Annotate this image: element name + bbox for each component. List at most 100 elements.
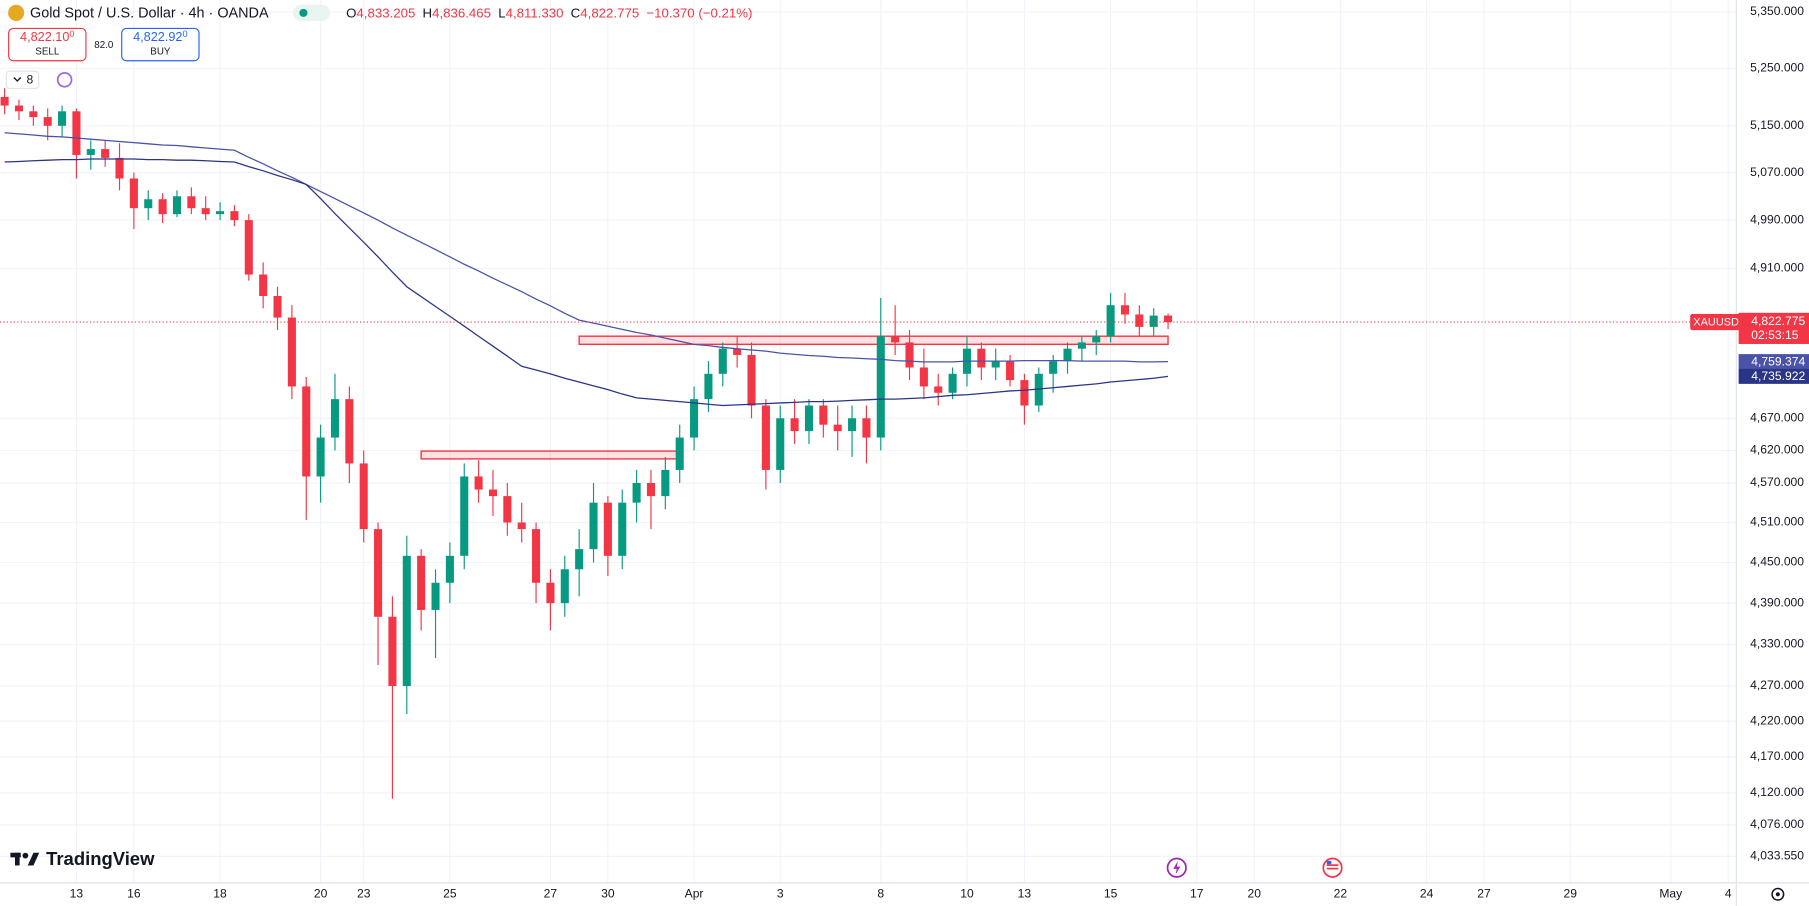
candle-body xyxy=(345,399,354,464)
data-window-icon[interactable] xyxy=(56,71,73,88)
sell-button[interactable] xyxy=(8,27,87,62)
indicators-toggle[interactable] xyxy=(5,70,40,90)
x-tick-label: 23 xyxy=(357,886,371,900)
x-tick-label: May xyxy=(1659,886,1683,900)
candle-body xyxy=(488,489,498,497)
logo-stem xyxy=(14,852,20,866)
settings-button[interactable] xyxy=(1771,887,1785,901)
candle-body xyxy=(302,386,311,477)
candle-body xyxy=(848,418,857,432)
candle-body xyxy=(919,367,928,387)
y-tick-label: 5,070.000 xyxy=(1750,165,1804,179)
ohlc-label: C xyxy=(571,5,581,20)
x-tick-label: 24 xyxy=(1420,886,1434,900)
candle-body xyxy=(172,196,182,215)
y-tick-label: 4,170.000 xyxy=(1750,749,1804,763)
candle-body xyxy=(1135,314,1144,327)
candle-body xyxy=(618,502,627,556)
candle-body xyxy=(833,424,842,432)
x-tick-label: 20 xyxy=(314,886,328,900)
x-tick-label: 20 xyxy=(1248,886,1262,900)
candle-body xyxy=(359,463,368,530)
y-tick-label: 4,510.000 xyxy=(1750,515,1804,529)
candle-body xyxy=(503,496,512,523)
candle-body xyxy=(1077,342,1086,349)
symbol-title[interactable]: Gold Spot / U.S. Dollar · 4h · OANDA xyxy=(30,5,269,21)
y-tick-label: 4,220.000 xyxy=(1750,713,1804,727)
candle-body xyxy=(747,354,756,406)
sell-label: SELL xyxy=(35,47,60,58)
ohlc-value: 4,836.465 xyxy=(432,5,491,20)
candle-body xyxy=(790,418,799,432)
flag-stripe xyxy=(1326,864,1339,867)
y-tick-label: 4,033.550 xyxy=(1750,848,1804,862)
ohlc-label: L xyxy=(498,5,505,20)
candle-body xyxy=(1006,361,1015,381)
candle-body xyxy=(244,220,253,275)
candle-body xyxy=(316,437,325,477)
symbol-tag-label: XAUUSD xyxy=(1693,317,1739,329)
x-tick-label: Apr xyxy=(685,886,704,900)
ohlc-label: O xyxy=(346,5,356,20)
symbol-icon xyxy=(8,4,25,21)
sell-price-digit: 0 xyxy=(69,29,74,39)
ma-price-label: 4,735.922 xyxy=(1751,369,1805,383)
candle-body xyxy=(144,199,153,209)
x-tick-label: 13 xyxy=(1018,886,1032,900)
candle-body xyxy=(58,111,67,126)
y-tick-label: 5,350.000 xyxy=(1750,4,1804,18)
y-tick-label: 4,670.000 xyxy=(1750,410,1804,424)
candle-body xyxy=(29,111,38,118)
ma-price-tag xyxy=(1738,354,1809,370)
candle-body xyxy=(1049,361,1058,374)
grid xyxy=(0,0,1737,883)
candle-body xyxy=(216,211,225,215)
candle-body xyxy=(876,336,885,438)
candle-body xyxy=(86,149,95,155)
candle-body xyxy=(977,348,986,368)
candle-body xyxy=(1106,305,1115,337)
y-tick-label: 4,270.000 xyxy=(1750,678,1804,692)
candle-body xyxy=(862,418,871,438)
candle-body xyxy=(72,111,81,155)
y-tick-label: 4,620.000 xyxy=(1750,443,1804,457)
candle-body xyxy=(201,208,210,215)
ohlc-label: H xyxy=(423,5,433,20)
x-tick-label: 4 xyxy=(1725,886,1732,900)
candle-body xyxy=(1092,336,1101,343)
y-tick-label: 4,076.000 xyxy=(1750,817,1804,831)
candle-body xyxy=(819,405,828,425)
x-tick-label: 13 xyxy=(70,886,84,900)
candle-body xyxy=(230,211,239,221)
buy-price: 4,822.920 xyxy=(133,29,188,44)
candle-body xyxy=(546,582,555,604)
candle-body xyxy=(187,196,196,209)
y-tick-label: 4,990.000 xyxy=(1750,212,1804,226)
lightning xyxy=(1173,860,1181,875)
buy-label: BUY xyxy=(150,47,171,58)
candle-body xyxy=(891,336,900,343)
candle-body xyxy=(460,476,469,556)
flag-stripe xyxy=(1326,867,1339,870)
indicators-count: 8 xyxy=(27,73,34,87)
sell-price-main: 4,822.10 xyxy=(20,31,69,45)
x-tick-label: 22 xyxy=(1334,886,1348,900)
buy-price-digit: 0 xyxy=(182,29,187,39)
logo-dot xyxy=(22,852,29,859)
candle-body xyxy=(129,178,138,209)
x-tick-label: 27 xyxy=(544,886,558,900)
candle-body xyxy=(560,569,569,604)
y-tick-label: 4,390.000 xyxy=(1750,595,1804,609)
candle-body xyxy=(532,529,541,583)
candle-body xyxy=(115,157,124,179)
market-status[interactable] xyxy=(293,4,330,21)
status-dot xyxy=(299,8,308,17)
candle-body xyxy=(661,469,670,497)
candle-body xyxy=(675,437,684,470)
x-tick-label: 15 xyxy=(1104,886,1118,900)
plot-area xyxy=(0,0,1737,883)
y-tick-label: 4,570.000 xyxy=(1750,475,1804,489)
buy-button[interactable] xyxy=(121,27,200,62)
candle-body xyxy=(1063,348,1072,362)
